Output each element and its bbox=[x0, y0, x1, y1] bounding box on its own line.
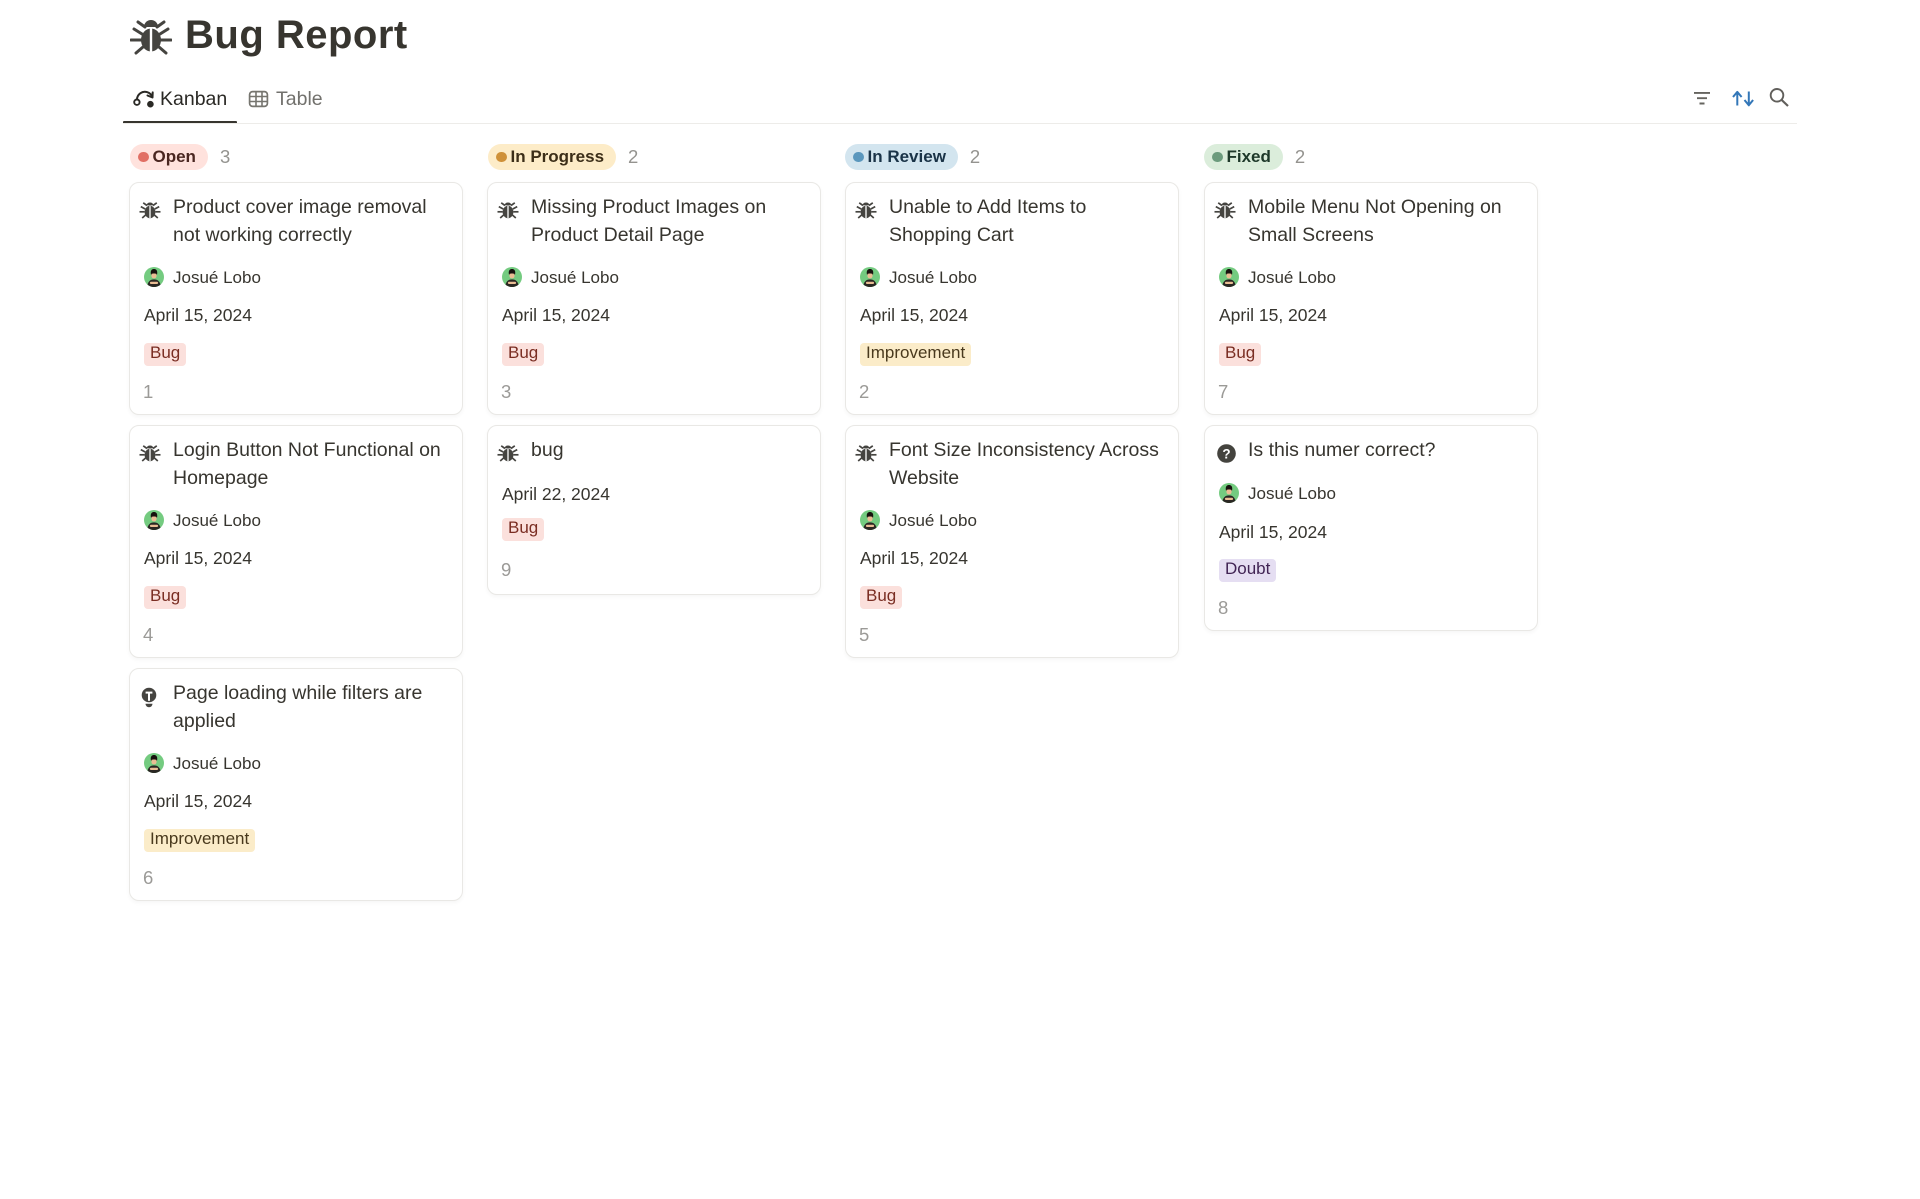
svg-text:?: ? bbox=[1222, 446, 1230, 461]
